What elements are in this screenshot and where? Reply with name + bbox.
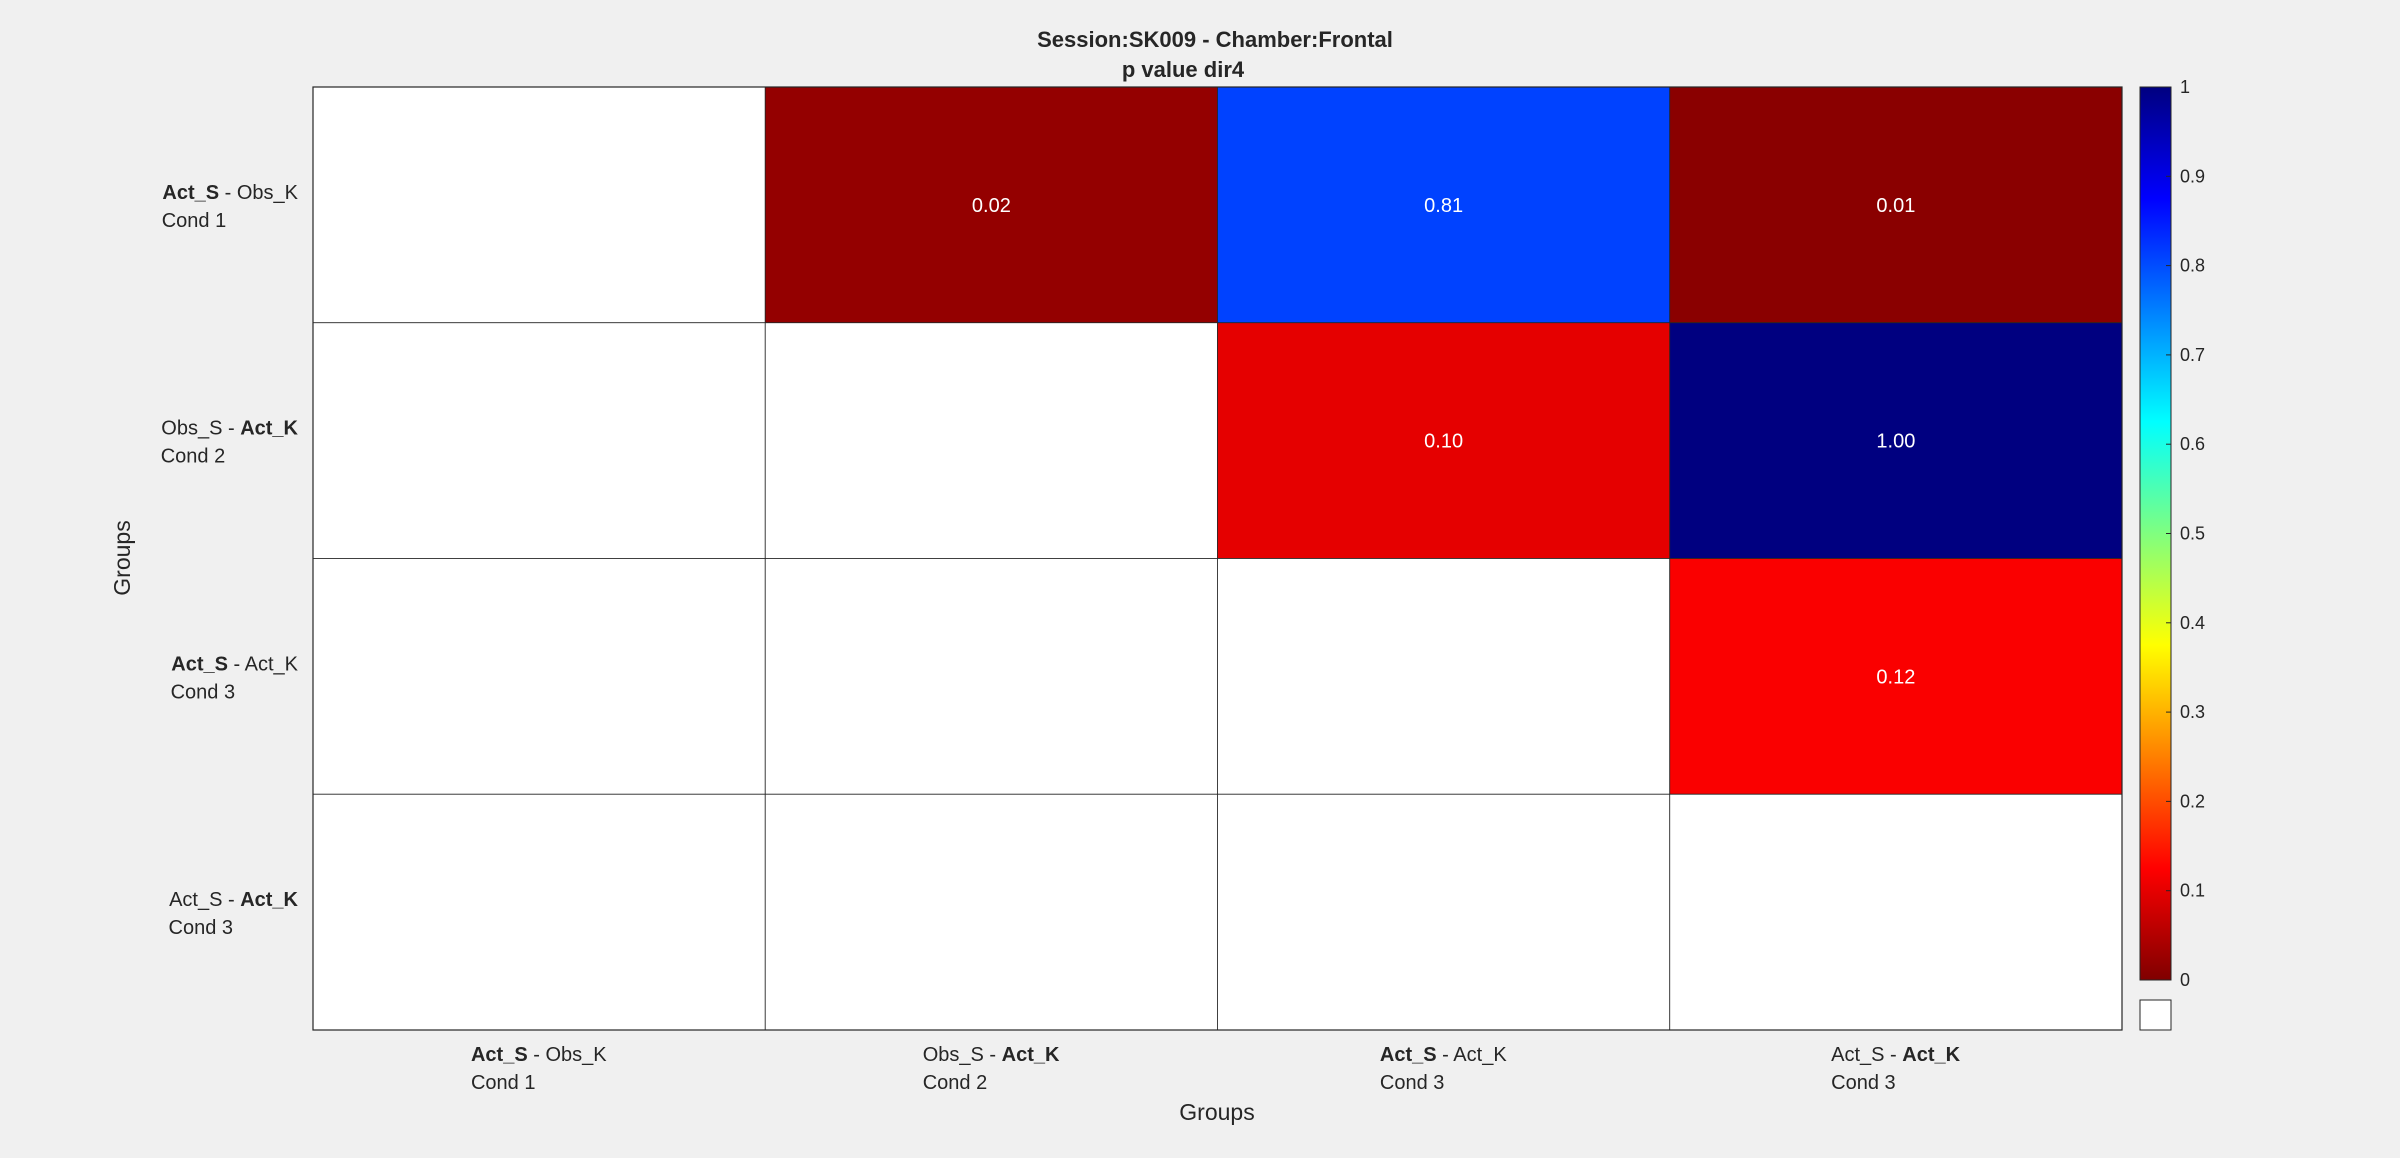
cell-value-label: 0.10 — [1424, 431, 1463, 453]
x-axis-label: Groups — [1179, 1099, 1254, 1125]
tick-label-segment: Obs_S - — [923, 1044, 1002, 1066]
tick-label-segment: Act_K — [1002, 1044, 1060, 1066]
y-tick-label: Act_S - Obs_K — [162, 182, 298, 204]
tick-label-segment: - Act_K — [1437, 1044, 1508, 1066]
heatmap-cell — [312, 793, 766, 1031]
x-tick-label: Obs_S - Act_K — [923, 1044, 1060, 1066]
colorbar-tick-label: 0.2 — [2180, 791, 2205, 811]
heatmap-cell-labels: 0.02 0.81 0.01 0.10 1.00 0.12 — [972, 195, 1915, 689]
heatmap-cell — [1217, 86, 1671, 324]
heatmap-cell — [1669, 322, 2123, 559]
tick-label-segment: Act_K — [240, 889, 298, 911]
heatmap-cells — [312, 86, 2123, 1031]
colorbar-tick-label: 0.5 — [2180, 524, 2205, 544]
x-tick-label: Act_S - Act_K — [1831, 1044, 1960, 1066]
tick-label-segment: Act_S — [1380, 1044, 1437, 1066]
heatmap-cell — [764, 793, 1218, 1031]
x-tick-labels: Act_S - Obs_K Cond 1 Obs_S - Act_K Cond 2 A… — [471, 1044, 1961, 1094]
colorbar-ticks: 0 0.1 0.2 0.3 0.4 0.5 0.6 0.7 0.8 0.9 1 — [2166, 77, 2205, 990]
colorbar-tick-label: 0.9 — [2180, 166, 2205, 186]
chart-title: Session:SK009 - Chamber:Frontal — [1037, 27, 1393, 52]
colorbar-tick-label: 0.6 — [2180, 434, 2205, 454]
colorbar-tick-label: 0.1 — [2180, 881, 2205, 901]
tick-label-segment: Act_S - — [1831, 1044, 1902, 1066]
heatmap-cell — [312, 322, 766, 559]
y-tick-sublabel: Cond 2 — [161, 446, 226, 468]
tick-label-segment: - Obs_K — [528, 1044, 608, 1066]
tick-label-segment: Act_S — [471, 1044, 528, 1066]
cell-value-label: 0.81 — [1424, 195, 1463, 217]
y-tick-sublabel: Cond 3 — [169, 917, 234, 939]
heatmap-cell — [764, 558, 1218, 795]
colorbar-tick-label: 0.8 — [2180, 256, 2205, 276]
tick-label-segment: Act_S — [171, 653, 228, 675]
x-tick-sublabel: Cond 1 — [471, 1072, 536, 1094]
heatmap-cell — [764, 322, 1218, 559]
nan-color-swatch — [2139, 999, 2172, 1031]
colorbar-tick-label: 0 — [2180, 970, 2190, 990]
tick-label-segment: - Act_K — [228, 653, 299, 675]
x-tick-label: Act_S - Obs_K — [471, 1044, 607, 1066]
cell-value-label: 0.12 — [1876, 666, 1915, 688]
y-tick-sublabel: Cond 1 — [162, 210, 227, 232]
heatmap-cell — [1217, 322, 1671, 559]
cell-value-label: 0.01 — [1876, 195, 1915, 217]
y-tick-labels: Act_S - Obs_K Cond 1 Obs_S - Act_K Cond 2 A… — [161, 182, 299, 939]
heatmap-cell — [1669, 793, 2123, 1031]
tick-label-segment: - Obs_K — [219, 182, 299, 204]
chart-subtitle: p value dir4 — [1122, 57, 1245, 82]
x-tick-label: Act_S - Act_K — [1380, 1044, 1507, 1066]
y-tick-label: Obs_S - Act_K — [161, 418, 298, 440]
plot-area-border — [312, 86, 2123, 1031]
y-tick-sublabel: Cond 3 — [171, 681, 236, 703]
cell-value-label: 1.00 — [1876, 431, 1915, 453]
tick-label-segment: Act_S — [162, 182, 219, 204]
y-axis-label: Groups — [109, 520, 135, 595]
tick-label-segment: Obs_S - — [161, 418, 240, 440]
heatmap-cell — [1669, 558, 2123, 795]
colorbar-tick-label: 0.7 — [2180, 345, 2205, 365]
heatmap-cell — [312, 86, 766, 324]
colorbar-tick-label: 0.4 — [2180, 613, 2205, 633]
x-tick-sublabel: Cond 3 — [1380, 1072, 1445, 1094]
y-tick-label: Act_S - Act_K — [171, 653, 298, 675]
tick-label-segment: Act_K — [240, 418, 298, 440]
y-tick-label: Act_S - Act_K — [169, 889, 298, 911]
tick-label-segment: Act_K — [1902, 1044, 1960, 1066]
heatmap-cell — [1217, 558, 1671, 795]
tick-label-segment: Act_S - — [169, 889, 240, 911]
colorbar-tick-label: 0.3 — [2180, 702, 2205, 722]
x-tick-sublabel: Cond 3 — [1831, 1072, 1896, 1094]
heatmap-cell — [764, 86, 1218, 324]
colorbar-tick-label: 1 — [2180, 77, 2190, 97]
x-tick-sublabel: Cond 2 — [923, 1072, 988, 1094]
cell-value-label: 0.02 — [972, 195, 1011, 217]
heatmap-cell — [312, 558, 766, 795]
heatmap-cell — [1217, 793, 1671, 1031]
